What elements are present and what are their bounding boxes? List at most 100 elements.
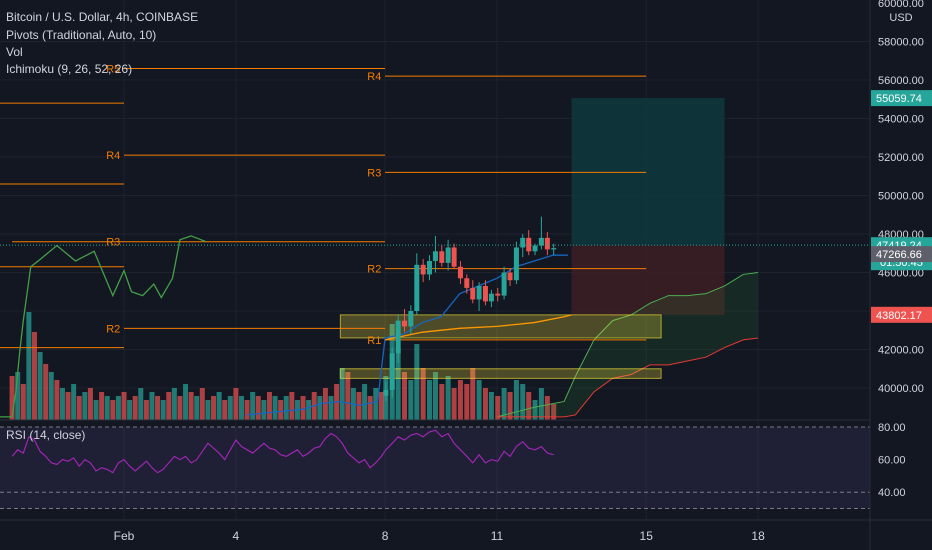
candle-body bbox=[513, 247, 519, 281]
volume-bar bbox=[426, 380, 432, 420]
volume-bar bbox=[233, 388, 239, 420]
volume-bar bbox=[538, 388, 544, 420]
candle-body bbox=[470, 287, 476, 300]
volume-bar bbox=[9, 376, 15, 420]
volume-bar bbox=[439, 384, 445, 420]
volume-bar bbox=[115, 396, 121, 420]
pivot-lines bbox=[0, 67, 647, 349]
volume-bar bbox=[171, 388, 177, 420]
price-tick: 56000.00 bbox=[878, 75, 924, 87]
current-price-tag-background bbox=[871, 246, 932, 263]
candle-body bbox=[488, 293, 494, 302]
time-tick: 4 bbox=[233, 529, 240, 543]
pivot-label-r5: R5 bbox=[106, 63, 120, 75]
chart-title[interactable]: Bitcoin / U.S. Dollar, 4h, COINBASE bbox=[6, 10, 199, 24]
volume-bar bbox=[395, 348, 401, 420]
candle-body bbox=[476, 285, 482, 300]
price-tick: 46000.00 bbox=[878, 268, 924, 280]
volume-bar bbox=[526, 392, 532, 420]
price-tick: 42000.00 bbox=[878, 345, 924, 357]
pivots-legend[interactable]: Pivots (Traditional, Auto, 10) bbox=[6, 28, 157, 42]
volume-bar bbox=[155, 396, 161, 420]
long-position-tool[interactable] bbox=[571, 98, 725, 315]
volume-bar bbox=[306, 400, 312, 420]
volume-bar bbox=[482, 388, 488, 420]
pivot-label-r2: R2 bbox=[367, 264, 381, 276]
ichimoku-conversion-line bbox=[384, 314, 572, 341]
long-position-stop-area[interactable] bbox=[571, 245, 725, 315]
rsi-panel[interactable] bbox=[0, 426, 870, 509]
volume-bar bbox=[31, 332, 37, 420]
volume-bar bbox=[238, 396, 244, 420]
candle-body bbox=[408, 311, 414, 327]
volume-bar bbox=[272, 396, 278, 420]
volume-bar bbox=[199, 388, 205, 420]
pivot-label-r2: R2 bbox=[106, 323, 120, 335]
volume-bar bbox=[183, 384, 189, 420]
volume-bar bbox=[250, 392, 256, 420]
volume-bar bbox=[222, 400, 228, 420]
volume-bar bbox=[414, 344, 420, 420]
volume-bar bbox=[132, 396, 138, 420]
stop-price-tag: 43802.17 bbox=[876, 310, 922, 322]
volume-bar bbox=[345, 372, 351, 420]
candle-body bbox=[395, 320, 401, 354]
rsi-axis: 80.00 60.00 40.00 bbox=[878, 422, 906, 499]
rsi-panel-title: RSI (14, close) bbox=[6, 428, 85, 442]
volume-bar bbox=[520, 384, 526, 420]
price-tick: 60000.00 bbox=[878, 0, 924, 10]
candle-body bbox=[439, 251, 445, 263]
candle-body bbox=[389, 353, 395, 390]
time-tick: 18 bbox=[751, 529, 765, 543]
volume-bar bbox=[143, 400, 149, 420]
volume-bar bbox=[166, 392, 172, 420]
volume-bar bbox=[54, 380, 60, 420]
volume-bar bbox=[99, 392, 105, 420]
current-price-tag: 47266.66 bbox=[876, 249, 922, 261]
volume-bar bbox=[278, 400, 284, 420]
candles bbox=[383, 216, 557, 402]
volume-bar bbox=[255, 396, 261, 420]
volume-bar bbox=[266, 392, 272, 420]
candle-body bbox=[445, 247, 451, 263]
volume-bar bbox=[362, 384, 368, 420]
volume-bar bbox=[20, 384, 26, 420]
volume-bar bbox=[356, 392, 362, 420]
volume-bar bbox=[149, 392, 155, 420]
target-price-tag-background bbox=[871, 90, 932, 107]
ichimoku-lagging-span bbox=[0, 235, 207, 418]
price-tick: 50000.00 bbox=[878, 191, 924, 203]
volume-bar bbox=[544, 396, 550, 420]
candle-body bbox=[426, 260, 432, 275]
volume-legend[interactable]: Vol bbox=[6, 45, 23, 59]
candle-body bbox=[551, 248, 557, 250]
volume-bar bbox=[408, 380, 414, 420]
volume-bar bbox=[451, 388, 457, 420]
pivot-label-r1: R1 bbox=[367, 335, 381, 347]
volume-bar bbox=[188, 392, 194, 420]
volume-bar bbox=[367, 396, 373, 420]
price-tick: 54000.00 bbox=[878, 114, 924, 126]
volume-bar bbox=[532, 400, 538, 420]
ichimoku-leading-span-a bbox=[496, 272, 759, 418]
time-tick: Feb bbox=[114, 529, 135, 543]
volume-bar bbox=[328, 396, 334, 420]
volume-bar bbox=[464, 384, 470, 420]
currency-label[interactable]: USD bbox=[889, 12, 912, 24]
long-position-target-area[interactable] bbox=[571, 98, 725, 246]
rsi-band bbox=[0, 427, 870, 509]
volume-bar bbox=[501, 388, 507, 420]
pivot-labels: R3 R4 R2 R5 R4 R3 R2 R1 bbox=[106, 63, 381, 346]
price-tick: 58000.00 bbox=[878, 37, 924, 49]
volume-bar bbox=[127, 400, 133, 420]
volume-bar bbox=[76, 396, 82, 420]
ichimoku-legend[interactable]: Ichimoku (9, 26, 52, 26) bbox=[6, 62, 133, 76]
candle-body bbox=[464, 278, 470, 288]
support-zone[interactable] bbox=[339, 368, 662, 379]
candle-body bbox=[532, 245, 538, 252]
time-axis[interactable]: Feb 4 8 11 15 18 bbox=[114, 529, 765, 543]
volume-bar bbox=[513, 380, 519, 420]
volume-bar bbox=[59, 388, 65, 420]
rsi-tick: 60.00 bbox=[878, 455, 906, 467]
